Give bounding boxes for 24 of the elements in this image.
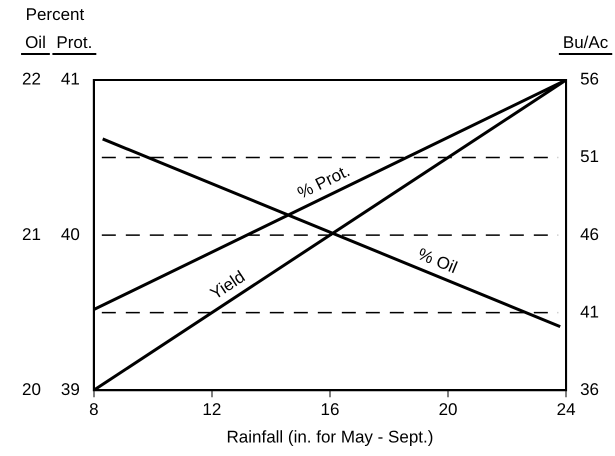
text: % Prot. xyxy=(294,161,353,203)
y2-tick-label: 56 xyxy=(580,70,600,89)
y-tick-label: 41 xyxy=(60,70,80,89)
x-tick-label: 24 xyxy=(556,400,576,420)
y3-tick-label: 20 xyxy=(22,380,41,399)
x-tick-label: 16 xyxy=(320,400,340,420)
text: Percent xyxy=(26,5,84,24)
y-tick-label: 40 xyxy=(60,224,80,244)
y3-tick-label: 21 xyxy=(22,224,41,244)
y2-tick-label: 36 xyxy=(580,380,600,399)
x-axis-title: Rainfall (in. for May - Sept.) xyxy=(226,427,434,446)
text: % Oil xyxy=(415,244,460,278)
y2-tick-label: 41 xyxy=(580,302,600,322)
x-tick-label: 20 xyxy=(438,400,458,420)
y2-tick-label: 51 xyxy=(580,147,600,166)
y2-axis-title: Bu/Ac xyxy=(562,33,609,52)
x-tick-label: 8 xyxy=(89,400,99,420)
y3-tick-label: 22 xyxy=(22,70,41,89)
y-axis-title: Prot. xyxy=(56,33,92,52)
y-tick-label: 39 xyxy=(60,380,80,399)
y3-axis-title: Oil xyxy=(25,33,46,52)
x-tick-label: 12 xyxy=(202,400,222,420)
text: Yield xyxy=(206,267,248,304)
y2-tick-label: 46 xyxy=(580,224,600,244)
